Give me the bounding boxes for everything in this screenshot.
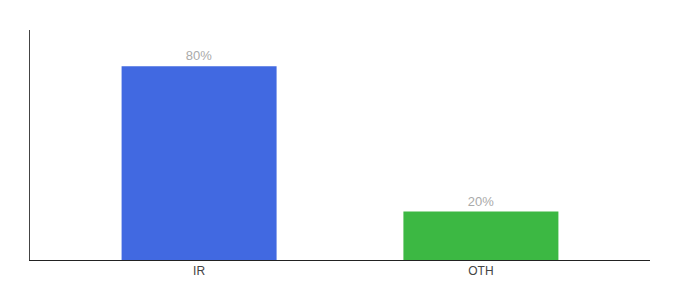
svg-text:80%: 80% bbox=[186, 48, 212, 63]
svg-text:IR: IR bbox=[193, 264, 205, 278]
svg-text:OTH: OTH bbox=[468, 264, 493, 278]
svg-text:20%: 20% bbox=[468, 194, 494, 209]
